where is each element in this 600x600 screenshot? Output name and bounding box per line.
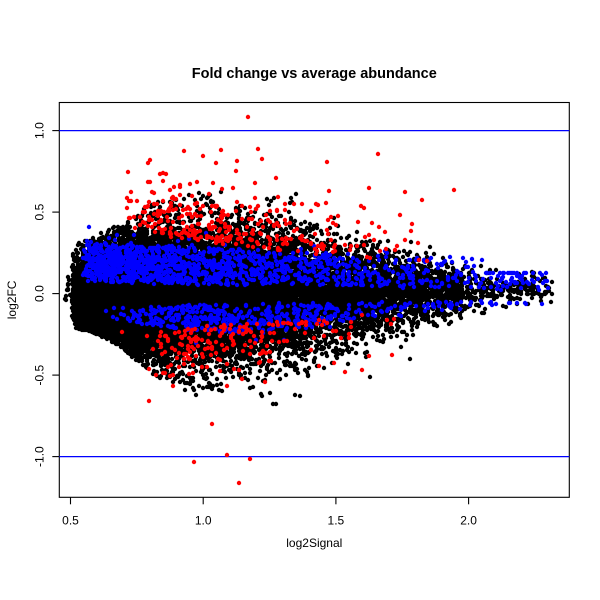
svg-text:-0.5: -0.5: [33, 364, 47, 385]
svg-text:2.0: 2.0: [460, 514, 477, 528]
svg-text:1.0: 1.0: [195, 514, 212, 528]
svg-text:1.0: 1.0: [33, 122, 47, 139]
svg-text:0.0: 0.0: [33, 285, 47, 302]
svg-text:0.5: 0.5: [33, 203, 47, 220]
svg-text:0.5: 0.5: [62, 514, 79, 528]
svg-text:log2FC: log2FC: [5, 280, 19, 319]
svg-text:Fold change vs average abundan: Fold change vs average abundance: [192, 66, 437, 82]
svg-text:1.5: 1.5: [328, 514, 345, 528]
svg-text:log2Signal: log2Signal: [286, 536, 342, 550]
svg-text:-1.0: -1.0: [33, 446, 47, 467]
